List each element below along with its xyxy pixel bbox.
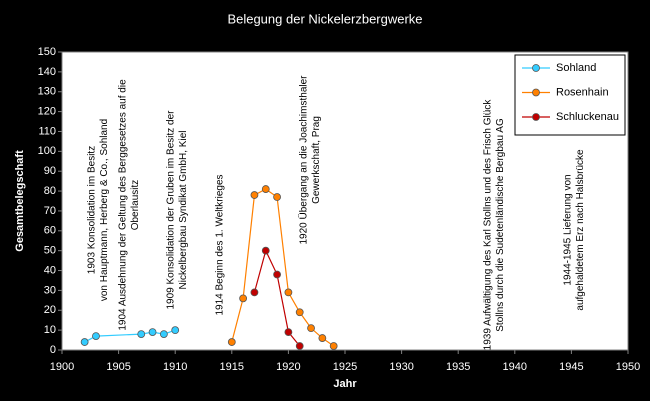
data-point [250,288,259,297]
annotation: 1944-1945 Lieferung von [563,174,574,285]
x-tick-label: 1940 [503,361,527,373]
y-tick-label: 20 [44,304,56,316]
y-axis-label: Gesamtbelegschaft [14,150,26,252]
y-tick-label: 150 [38,46,56,58]
annotation: Stollns durch die Sudetenländische Bergb… [495,118,506,332]
data-point [318,334,327,342]
legend-marker [532,88,540,97]
annotation: von Hauptmann, Herberg & Co., Sohland [99,119,110,301]
y-tick-label: 40 [44,264,56,276]
chart-title: Belegung der Nickelerzbergwerke [227,11,422,26]
y-tick-label: 10 [44,324,56,336]
y-tick-label: 50 [44,245,56,257]
data-point [92,332,100,340]
x-tick-label: 1925 [333,361,357,373]
x-tick-label: 1935 [446,361,470,373]
legend-label: Rosenhain [556,86,609,98]
data-point [284,328,293,337]
x-tick-label: 1945 [559,361,583,373]
y-tick-label: 70 [44,205,56,217]
x-axis-label: Jahr [333,378,357,390]
annotation: 1903 Konsolidation im Besitz [87,146,98,274]
y-tick-label: 100 [38,145,56,157]
data-point [137,330,146,339]
legend-marker [532,113,540,121]
annotation: 1904 Ausdehnung der Geltung des Berggese… [118,79,129,331]
data-point [284,288,293,297]
annotation: Nickelbergbau Syndikat GmbH, Kiel [178,131,189,290]
data-point [329,342,338,350]
data-point [80,338,89,346]
data-point [273,270,281,279]
annotation: Gewerkschaft, Prag [311,116,322,204]
x-tick-label: 1950 [616,361,640,373]
x-tick-label: 1910 [163,361,187,373]
y-tick-label: 110 [38,125,56,137]
y-tick-label: 140 [38,66,56,78]
annotation: 1914 Beginn des 1. Weltkrieges [215,174,226,315]
x-tick-label: 1920 [276,361,300,373]
data-point [250,191,259,199]
annotation: aufgehaldetem Erz nach Halsbrücke [575,149,586,311]
legend-label: Schluckenau [556,111,619,123]
y-tick-label: 60 [44,225,56,237]
annotation: Oberlausitz [130,180,141,231]
data-point [295,308,304,317]
legend-label: Sohland [556,62,596,74]
x-tick-label: 1915 [220,361,244,373]
data-point [171,326,180,335]
data-point [307,324,315,333]
data-point [159,330,168,339]
y-tick-label: 120 [38,106,56,118]
data-point [261,246,270,255]
annotation: 1939 Aufwältigung des Karl Stollns und d… [483,99,494,351]
y-tick-label: 90 [44,165,56,177]
data-point [261,185,270,193]
y-tick-label: 30 [44,284,56,296]
series-line [231,188,335,347]
data-point [273,193,281,201]
x-tick-label: 1905 [106,361,130,373]
data-point [295,342,304,350]
data-point [148,328,157,337]
legend-marker [532,64,540,72]
y-tick-label: 80 [44,185,56,197]
y-tick-label: 0 [50,344,56,356]
y-tick-label: 130 [38,86,56,98]
annotation: 1909 Konsolidation der Gruben im Besitz … [166,110,177,310]
x-tick-label: 1900 [50,361,74,373]
data-point [239,294,248,303]
data-point [227,338,236,346]
x-tick-label: 1930 [389,361,413,373]
annotation: 1920 Übergang an die Joachimsthaler [298,75,310,245]
